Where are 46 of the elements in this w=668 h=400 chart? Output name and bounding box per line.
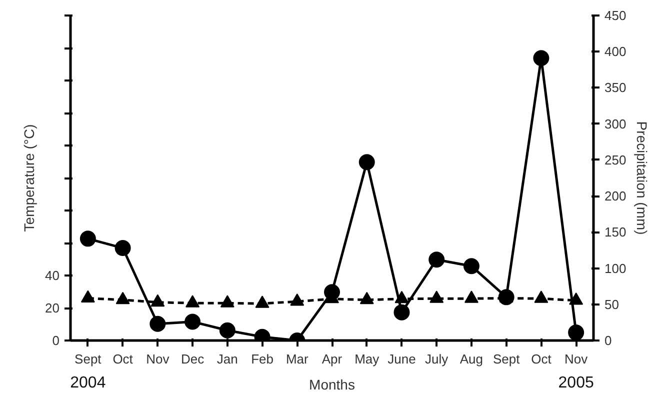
y2-tick-label: 50: [604, 296, 619, 312]
y2-tick-label: 400: [604, 44, 626, 60]
x-tick-label: Apr: [322, 352, 343, 366]
text: 2005: [558, 374, 594, 392]
x-tick-label: May: [354, 352, 380, 366]
x-tick-label: Aug: [460, 352, 484, 366]
x-axis-title: Months: [309, 376, 355, 392]
point: [184, 314, 201, 330]
y2-tick-label: 250: [604, 152, 626, 168]
y2-tick-label: 0: [604, 333, 612, 348]
point: [324, 284, 340, 300]
y2-tick-label: 100: [604, 260, 626, 276]
y-tick-label: 20: [45, 300, 60, 316]
point: [394, 304, 410, 320]
x-tick-label: July: [425, 352, 449, 366]
x-tick-label: Sept: [74, 352, 102, 366]
x-tick-label: Mar: [286, 352, 309, 366]
y-tick-label: 0: [52, 333, 60, 348]
x-tick-label: Oct: [531, 352, 552, 366]
x-tick-label: June: [388, 352, 416, 366]
y-axis-title: Temperature (°C): [21, 124, 38, 232]
point: [358, 154, 375, 170]
y2-tick-label: 450: [604, 8, 626, 23]
x-tick-label: Feb: [251, 352, 274, 366]
point: [568, 324, 584, 340]
point: [114, 240, 131, 256]
point: [150, 316, 166, 332]
x-tick-label: Nov: [564, 352, 588, 366]
x-tick-label: Oct: [112, 352, 134, 366]
point: [428, 252, 445, 268]
point: [533, 50, 550, 66]
x-tick-label: Dec: [180, 352, 205, 366]
x-tick-label: Sept: [492, 352, 520, 366]
point: [80, 230, 96, 247]
point: [463, 258, 480, 274]
text: 2004: [70, 374, 106, 392]
x-tick-label: Nov: [146, 352, 170, 366]
y2-axis-title: Precipitation (mm): [634, 121, 650, 235]
y-tick-label: 40: [45, 268, 60, 283]
point: [498, 289, 514, 306]
y2-tick-label: 200: [604, 188, 626, 204]
x-tick-label: Jan: [216, 352, 238, 366]
y2-tick-label: 150: [604, 224, 626, 240]
y2-tick-label: 350: [604, 80, 626, 96]
point: [219, 322, 236, 338]
y2-tick-label: 300: [604, 116, 626, 132]
